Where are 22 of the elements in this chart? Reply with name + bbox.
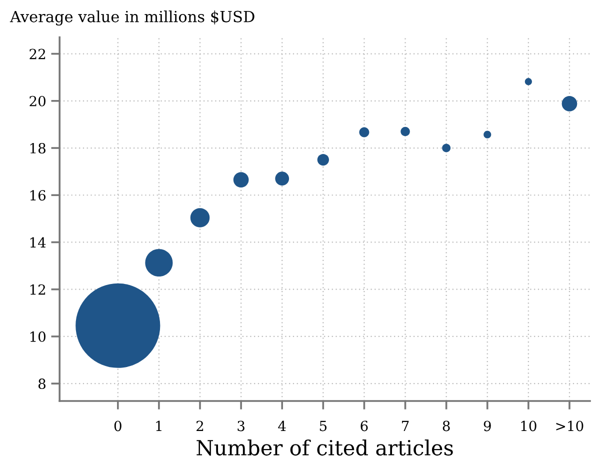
x-tick-label: 3: [238, 420, 244, 432]
x-tick-label: 0: [114, 420, 122, 432]
y-tick-label: 8: [38, 378, 46, 390]
y-tick-label: 16: [30, 190, 46, 201]
y-axis-title: Average value in millions $USD: [10, 10, 254, 26]
x-tick-label: 1: [156, 420, 162, 431]
x-tick-label: >10: [556, 420, 584, 432]
y-tick-label: 12: [30, 284, 46, 295]
x-axis-title: Number of cited articles: [196, 439, 453, 456]
y-tick-label: 10: [30, 331, 46, 342]
x-tick-label: 7: [402, 420, 409, 431]
x-tick-label: 9: [484, 420, 491, 432]
y-tick-label: 18: [30, 142, 46, 154]
x-tick-label: 6: [360, 420, 368, 432]
y-tick-label: 20: [30, 96, 46, 106]
x-tick-label: 8: [442, 420, 450, 432]
x-tick-label: 2: [196, 420, 204, 431]
y-tick-label: 22: [30, 48, 46, 60]
x-tick-label: 5: [320, 420, 327, 432]
x-tick-label: 10: [521, 420, 536, 432]
x-tick-label: 4: [278, 420, 286, 431]
y-tick-label: 14: [30, 237, 46, 248]
